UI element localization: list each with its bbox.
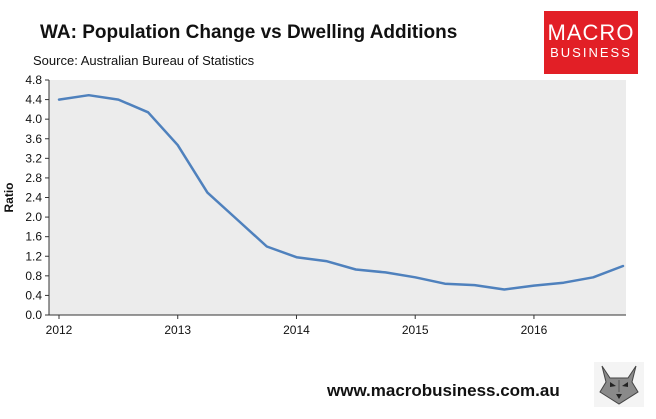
wolf-icon bbox=[594, 362, 644, 407]
x-tick-label: 2013 bbox=[164, 323, 191, 337]
y-tick-label: 4.4 bbox=[25, 93, 42, 107]
x-tick-label: 2015 bbox=[402, 323, 429, 337]
x-tick-label: 2014 bbox=[283, 323, 310, 337]
logo-line-business: BUSINESS bbox=[550, 45, 632, 60]
y-tick-label: 2.4 bbox=[25, 191, 42, 205]
chart-source: Source: Australian Bureau of Statistics bbox=[33, 53, 255, 68]
y-axis-label: Ratio bbox=[2, 183, 16, 213]
y-tick-label: 2.8 bbox=[25, 171, 42, 185]
plot-area bbox=[49, 80, 626, 315]
y-tick-label: 4.8 bbox=[25, 73, 42, 87]
logo-line-macro: MACRO bbox=[547, 20, 635, 45]
macrobusiness-logo: MACRO BUSINESS bbox=[544, 11, 638, 74]
y-tick-label: 1.2 bbox=[25, 249, 42, 263]
footer-url: www.macrobusiness.com.au bbox=[327, 381, 560, 400]
y-tick-label: 3.6 bbox=[25, 132, 42, 146]
chart-title: WA: Population Change vs Dwelling Additi… bbox=[40, 22, 458, 43]
y-tick-label: 0.4 bbox=[25, 288, 42, 302]
y-tick-label: 0.8 bbox=[25, 269, 42, 283]
y-tick-label: 2.0 bbox=[25, 210, 42, 224]
x-tick-label: 2016 bbox=[521, 323, 548, 337]
y-tick-label: 1.6 bbox=[25, 230, 42, 244]
series-line-ratio bbox=[57, 93, 625, 291]
x-tick-label: 2012 bbox=[46, 323, 73, 337]
y-tick-label: 0.0 bbox=[25, 308, 42, 322]
y-tick-label: 3.2 bbox=[25, 151, 42, 165]
y-tick-label: 4.0 bbox=[25, 112, 42, 126]
